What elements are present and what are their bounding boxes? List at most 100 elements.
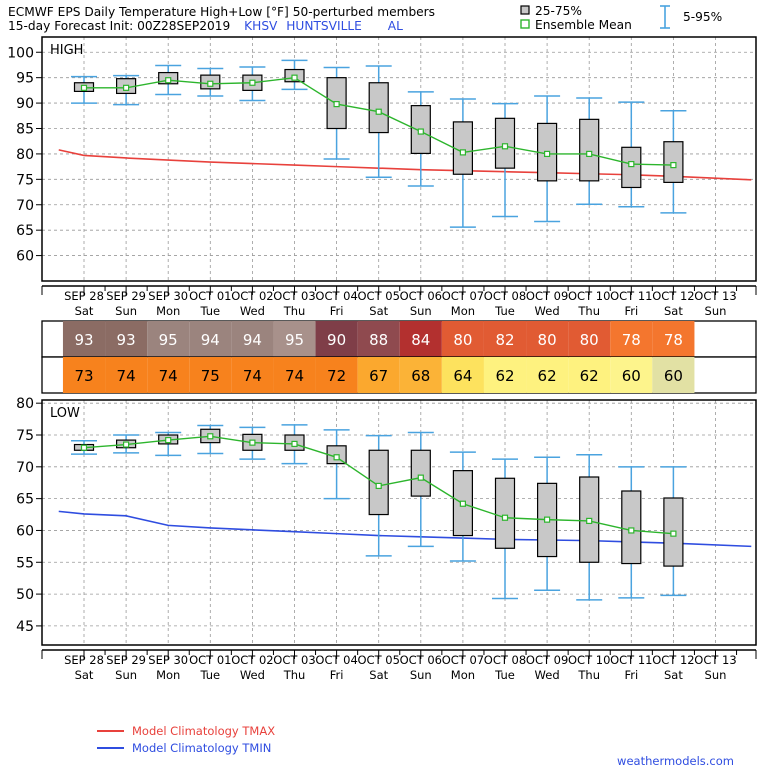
low-cell — [441, 357, 484, 393]
low-cell — [62, 357, 106, 393]
high-cell — [189, 321, 232, 357]
high-cell-value: 78 — [622, 331, 641, 349]
high-xtick-weekday: Sun — [410, 304, 432, 318]
low-xtick-weekday: Wed — [240, 668, 265, 682]
low-cell-value: 74 — [285, 367, 304, 385]
low-mean-marker — [165, 436, 172, 444]
high-box — [621, 146, 642, 189]
low-climatology-line — [58, 510, 752, 548]
high-xtick-date: OCT 13 — [694, 289, 736, 303]
high-cell-value: 93 — [117, 331, 136, 349]
low-xtick-date: OCT 10 — [568, 653, 610, 667]
low-xtick-date: OCT 13 — [694, 653, 736, 667]
legend-climo-tmin-label: Model Climatology TMIN — [132, 741, 271, 755]
low-ytick-label: 75 — [16, 428, 34, 444]
high-ytick-label: 70 — [16, 198, 34, 214]
high-mean-marker — [586, 150, 593, 158]
low-cell-value: 74 — [159, 367, 178, 385]
high-xtick-weekday: Mon — [451, 304, 475, 318]
high-cell-value: 80 — [453, 331, 472, 349]
low-xtick-date: OCT 09 — [526, 653, 568, 667]
low-ytick-label: 55 — [16, 555, 34, 571]
header-line2: 15-day Forecast Init: 00Z28SEP2019 KHSV … — [8, 19, 403, 33]
low-ytick-label: 50 — [16, 587, 34, 603]
high-xtick-date: OCT 10 — [568, 289, 610, 303]
high-mean-marker — [207, 80, 214, 87]
high-mean-marker — [417, 128, 424, 135]
low-panel-label: LOW — [50, 406, 80, 421]
high-mean-marker — [165, 77, 172, 84]
low-mean-marker — [291, 440, 298, 448]
high-xtick-date: OCT 01 — [189, 289, 231, 303]
low-box — [621, 490, 642, 565]
high-cell-value: 78 — [664, 331, 683, 349]
low-xtick-date: SEP 29 — [106, 653, 146, 667]
high-cell — [105, 321, 148, 357]
low-gridlines — [42, 400, 756, 645]
high-box — [579, 118, 600, 182]
legend-whisker-label: 5-95% — [683, 10, 722, 24]
high-cell — [315, 321, 358, 357]
low-cell — [568, 357, 611, 393]
station-name: HUNTSVILLE — [286, 19, 362, 33]
low-mean-marker — [375, 482, 382, 490]
high-xtick-weekday: Thu — [577, 304, 600, 318]
low-xtick-weekday: Sat — [369, 668, 388, 682]
high-cell-value: 82 — [495, 331, 514, 349]
low-mean-marker — [80, 444, 88, 451]
high-mean-marker — [249, 79, 256, 86]
low-cell — [610, 357, 653, 393]
high-cell — [483, 321, 527, 357]
low-cell — [652, 357, 695, 393]
high-xtick-date: SEP 30 — [148, 289, 188, 303]
low-cell-value: 75 — [201, 367, 220, 385]
legend-box-swatch — [520, 5, 530, 15]
legend-climo-tmax-label: Model Climatology TMAX — [132, 724, 275, 738]
low-frame — [41, 399, 757, 646]
high-cell-value: 80 — [538, 331, 557, 349]
low-xtick-weekday: Mon — [156, 668, 180, 682]
low-box — [368, 449, 389, 516]
low-xtick-date: OCT 04 — [315, 653, 357, 667]
high-ytick-label: 95 — [16, 71, 34, 87]
low-cell-value: 68 — [411, 367, 430, 385]
high-ytick-label: 80 — [16, 147, 34, 163]
low-cell-value: 74 — [117, 367, 136, 385]
high-ytick-label: 75 — [16, 172, 34, 188]
high-cell — [568, 321, 611, 357]
high-cell-value: 93 — [74, 331, 93, 349]
low-xtick-weekday: Tue — [199, 668, 220, 682]
high-xtick-weekday: Sun — [115, 304, 137, 318]
high-boxes — [73, 68, 684, 189]
low-cell — [399, 357, 442, 393]
high-mean-marker — [333, 100, 340, 108]
low-value-row: 73 74 74 75 74 74 72 67 68 64 62 62 62 60 60 — [62, 357, 695, 393]
low-mean-marker — [207, 433, 214, 440]
low-box — [410, 449, 431, 497]
high-chart: 60 65 70 75 80 85 90 95 100 HIGH — [7, 36, 757, 282]
low-cell-value: 62 — [495, 367, 514, 385]
legend-mean-label: Ensemble Mean — [535, 18, 632, 32]
high-xtick-date: OCT 12 — [652, 289, 694, 303]
high-xtick-weekday: Tue — [199, 304, 220, 318]
low-xtick-date: OCT 01 — [189, 653, 231, 667]
low-mean-line — [80, 433, 677, 537]
low-mean-marker — [586, 517, 593, 525]
low-cell-value: 64 — [453, 367, 472, 385]
high-cell-value: 95 — [159, 331, 178, 349]
low-cell — [315, 357, 358, 393]
low-mean-marker — [249, 439, 256, 446]
low-ytick-label: 60 — [16, 523, 34, 539]
high-ytick-label: 100 — [7, 45, 34, 61]
low-mean-marker — [417, 474, 424, 481]
station-id: KHSV — [244, 19, 278, 33]
low-xtick-weekday: Wed — [535, 668, 560, 682]
high-ytick-label: 85 — [16, 122, 34, 138]
low-cell-value: 67 — [369, 367, 388, 385]
high-cell — [147, 321, 190, 357]
low-cell — [189, 357, 232, 393]
low-xtick-date: SEP 30 — [148, 653, 188, 667]
high-xtick-date: SEP 29 — [106, 289, 146, 303]
high-cell — [399, 321, 442, 357]
